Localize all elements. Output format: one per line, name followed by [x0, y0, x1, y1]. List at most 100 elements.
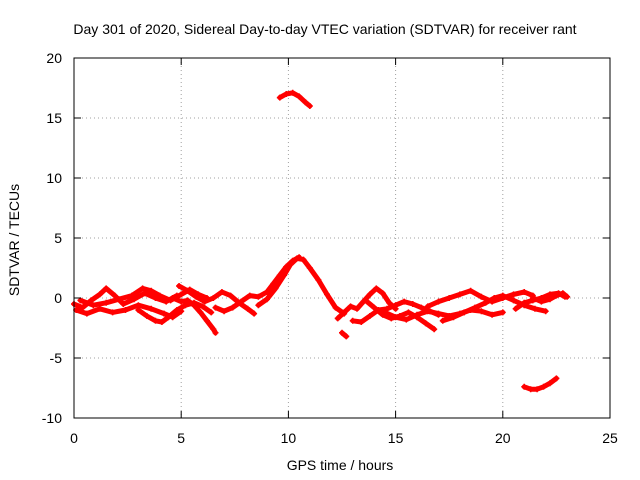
data-point — [212, 329, 219, 336]
data-point — [169, 295, 176, 301]
x-tick-label: 15 — [388, 430, 404, 446]
data-point — [531, 305, 538, 312]
x-tick-label: 0 — [70, 430, 78, 446]
series-arc-4 — [135, 299, 215, 325]
data-point — [362, 297, 369, 304]
data-point — [392, 314, 399, 321]
data-point — [510, 291, 517, 298]
data-point — [255, 302, 262, 309]
data-point — [184, 287, 191, 294]
data-point — [191, 302, 198, 309]
data-point — [178, 291, 185, 298]
data-point — [90, 302, 97, 309]
x-tick-label: 20 — [495, 430, 511, 446]
data-point — [341, 309, 348, 316]
series-arc-17 — [529, 290, 571, 305]
data-point — [251, 310, 258, 317]
data-point — [371, 304, 378, 311]
data-point — [349, 317, 356, 324]
data-point — [323, 291, 330, 298]
data-point — [478, 308, 485, 315]
data-point — [482, 299, 489, 306]
data-point — [564, 293, 571, 300]
data-point — [358, 319, 365, 325]
data-point — [302, 99, 309, 106]
data-point — [103, 299, 110, 306]
y-tick-label: 0 — [54, 290, 62, 306]
data-point — [461, 309, 468, 316]
data-point — [527, 386, 534, 393]
series-arc-5 — [169, 295, 219, 336]
data-point — [296, 93, 303, 100]
series-line — [255, 255, 347, 317]
data-point — [542, 308, 549, 315]
data-point — [208, 309, 215, 316]
data-point — [450, 314, 457, 321]
data-point — [553, 292, 560, 299]
data-point — [315, 277, 322, 283]
data-point — [244, 305, 251, 312]
data-point — [521, 289, 528, 295]
data-point — [300, 256, 307, 263]
data-point — [289, 89, 296, 96]
y-axis-label: SDTVAR / TECUs — [6, 184, 22, 296]
data-point — [409, 301, 416, 307]
data-point — [439, 317, 446, 324]
series-arc-19 — [521, 375, 560, 393]
data-point — [435, 310, 442, 317]
data-point — [456, 291, 463, 298]
data-point — [218, 289, 225, 295]
data-point — [178, 298, 185, 305]
data-point — [559, 290, 566, 297]
data-point — [540, 383, 547, 390]
data-point — [96, 305, 103, 312]
data-point — [283, 91, 290, 97]
data-point — [422, 320, 429, 327]
data-point — [272, 285, 279, 292]
data-point — [405, 309, 412, 316]
data-point — [197, 309, 204, 316]
data-point — [446, 295, 453, 301]
data-point — [281, 272, 288, 279]
data-point — [103, 285, 110, 292]
data-point — [135, 307, 142, 313]
data-point — [201, 298, 208, 305]
data-point — [109, 309, 116, 316]
data-point — [120, 301, 127, 307]
data-point — [366, 313, 373, 319]
data-point — [332, 304, 339, 311]
data-point — [401, 298, 408, 305]
x-tick-label: 10 — [281, 430, 297, 446]
data-point — [403, 316, 410, 323]
data-point — [373, 285, 380, 292]
data-layer — [71, 89, 571, 393]
data-point — [347, 303, 354, 310]
y-tick-label: 20 — [46, 50, 62, 66]
data-point — [366, 291, 373, 298]
data-point — [227, 292, 234, 299]
data-point — [392, 302, 399, 309]
data-point — [343, 333, 350, 340]
y-tick-label: -10 — [42, 410, 62, 426]
data-point — [534, 386, 541, 393]
data-point — [546, 296, 553, 303]
data-point — [521, 383, 528, 390]
data-point — [478, 293, 485, 300]
data-point — [512, 305, 519, 312]
data-point — [471, 304, 478, 311]
data-point — [148, 305, 155, 312]
data-point — [152, 317, 159, 324]
data-point — [111, 292, 118, 299]
data-point — [212, 304, 219, 311]
data-point — [263, 296, 270, 303]
series-arc-18 — [276, 89, 313, 109]
data-point — [131, 296, 138, 303]
data-point — [435, 298, 442, 305]
data-point — [276, 94, 283, 101]
series-line — [335, 285, 399, 321]
data-point — [210, 295, 217, 301]
series-line — [176, 283, 257, 317]
data-point — [287, 261, 294, 268]
chart-title: Day 301 of 2020, Sidereal Day-to-day VTE… — [73, 21, 576, 37]
data-point — [246, 292, 253, 299]
